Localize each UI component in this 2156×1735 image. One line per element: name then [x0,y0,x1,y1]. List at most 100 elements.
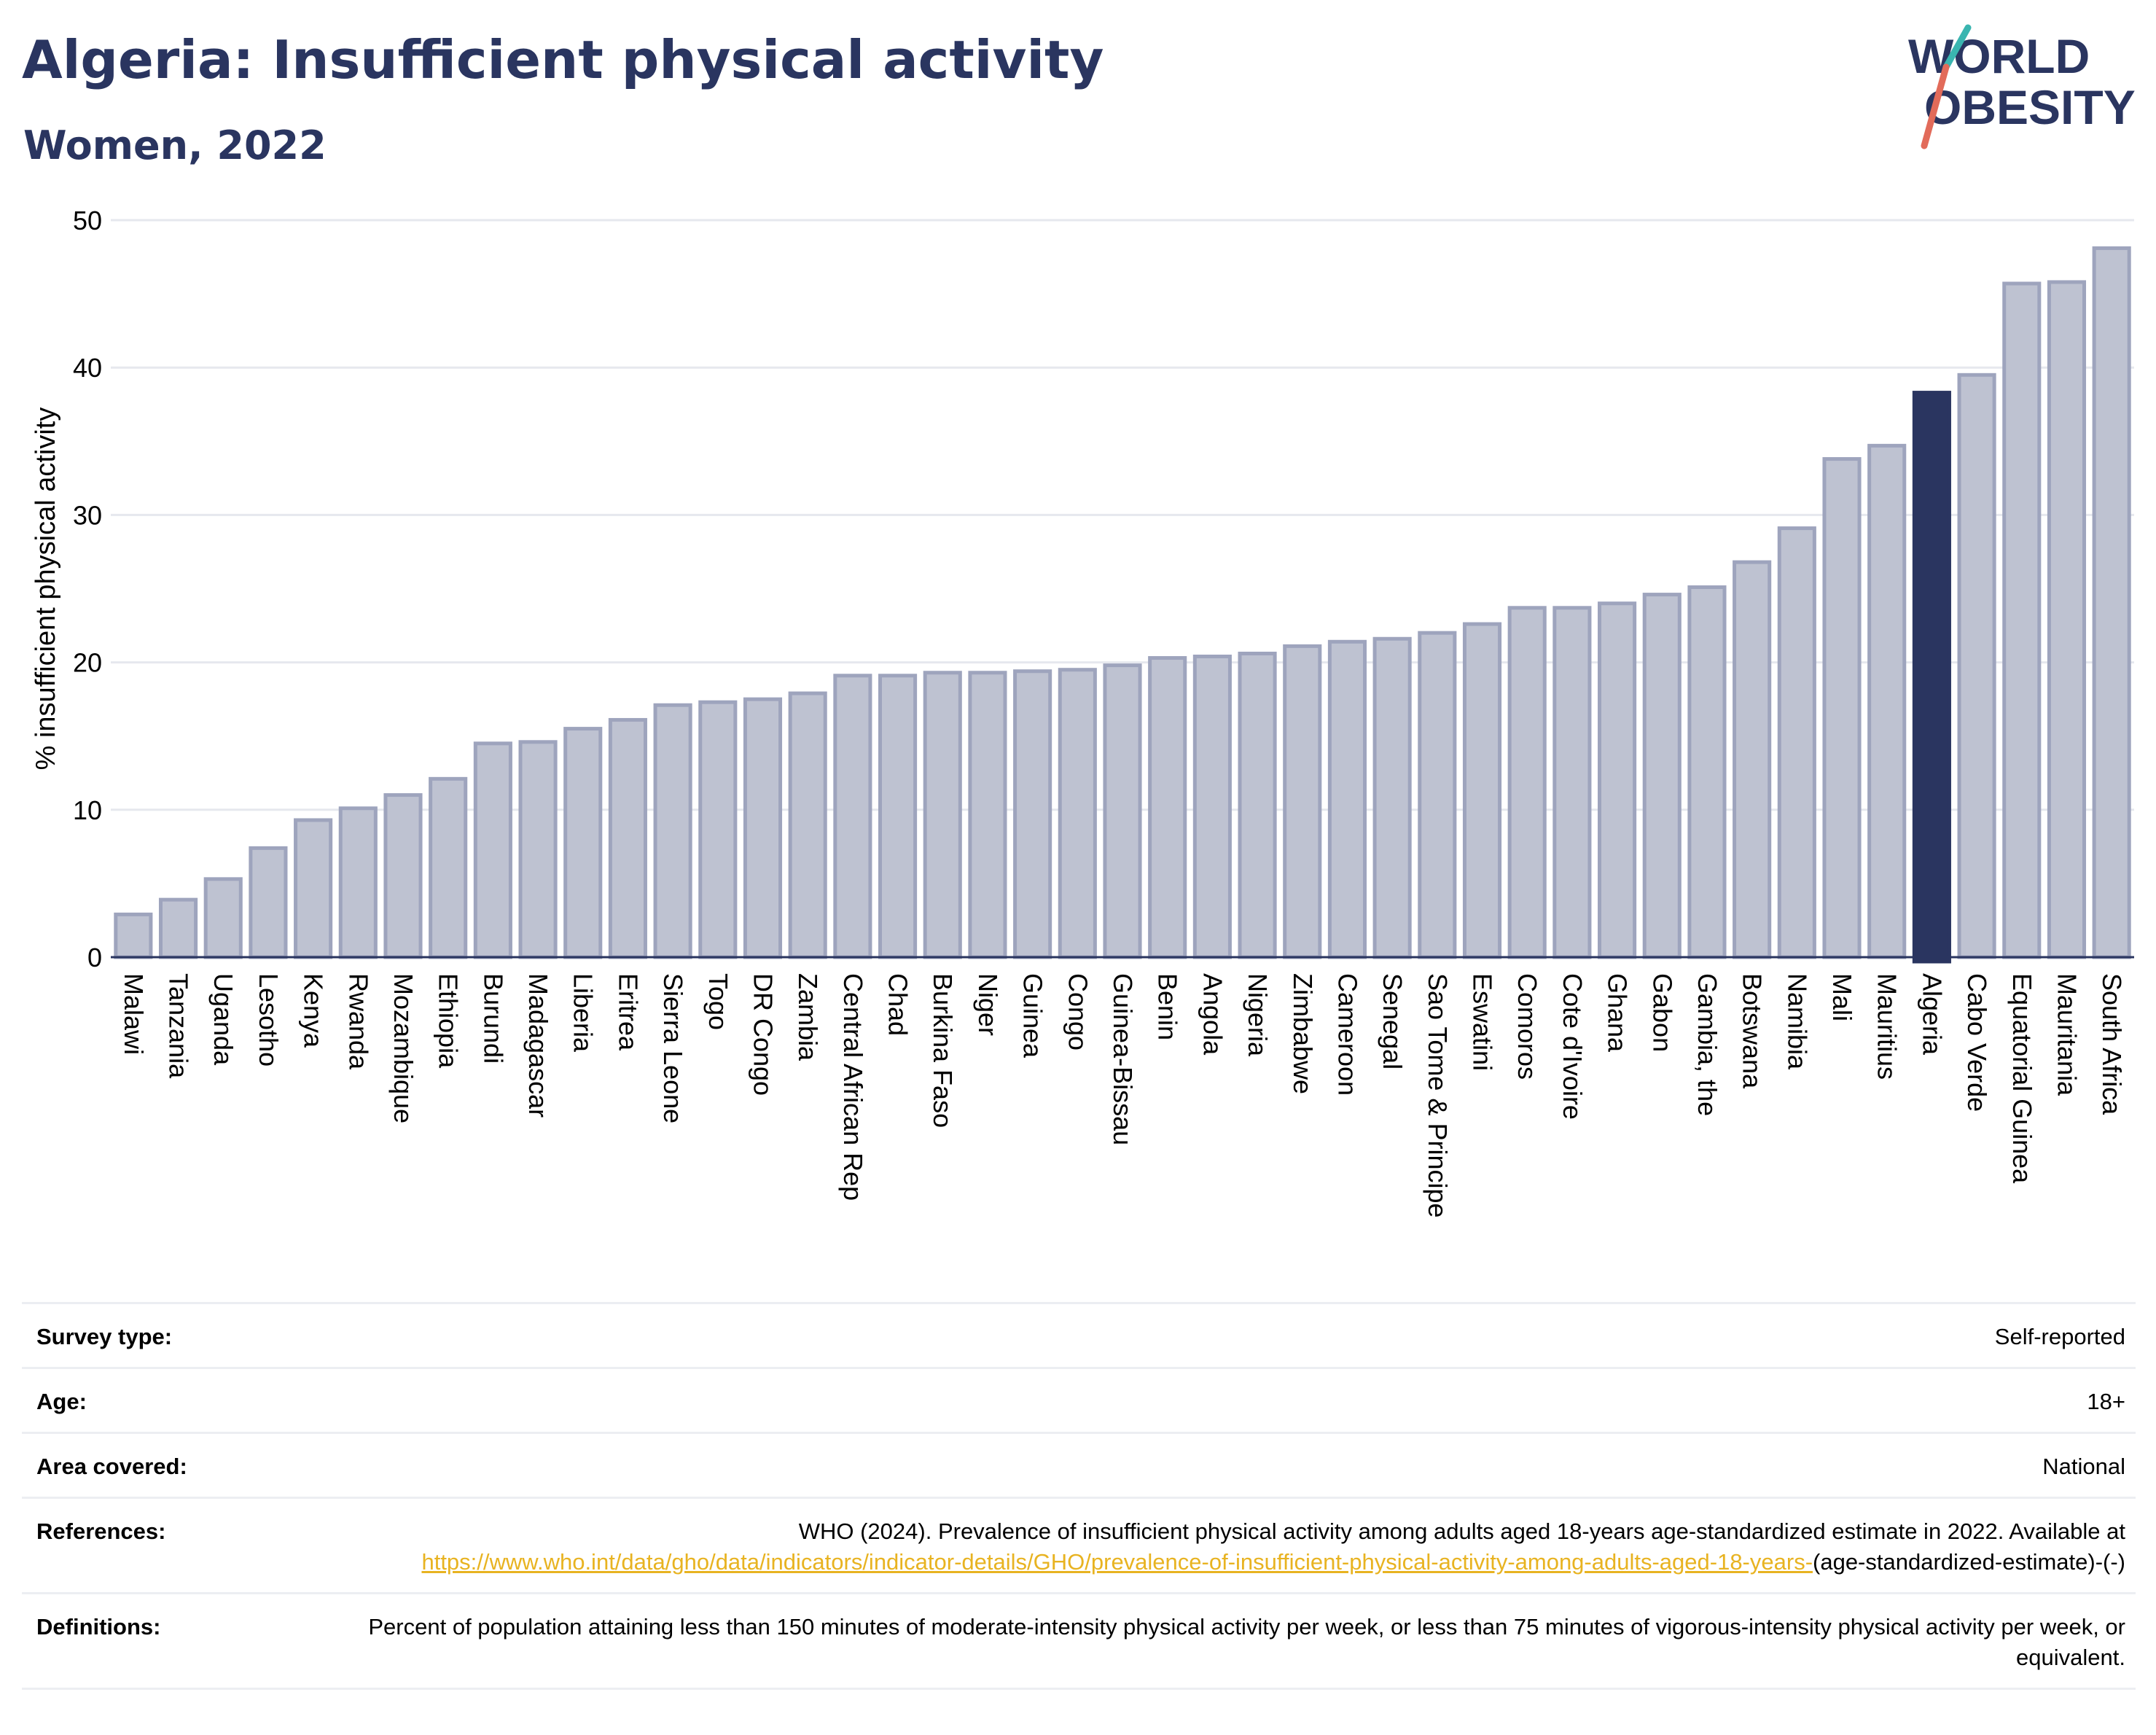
logo-teal-stroke [1942,24,1972,71]
x-tick-label: Eswatini [1468,973,1498,1071]
bar-cote-d-ivoire [1552,606,1592,959]
x-tick-label: Chad [883,973,913,1036]
x-tick-label: Mauritania [2052,973,2082,1096]
x-tick-label: Madagascar [523,973,553,1118]
y-tick-label: 20 [73,648,102,678]
reference-suffix: (age-standardized-estimate)-(-) [1813,1549,2125,1575]
y-tick-label: 40 [73,353,102,383]
x-tick-label: Liberia [569,973,598,1053]
bar-malawi [114,912,153,959]
info-value: 18+ [2087,1389,2125,1414]
bar-eritrea [608,717,647,959]
world-obesity-logo: WORLD OBESITY [1908,24,2136,149]
bar-burkina-faso [923,671,962,959]
x-tick-label: Mauritius [1872,973,1902,1080]
bar-guinea [1013,669,1052,959]
bar-guinea-bissau [1103,663,1142,959]
x-tick-label: Uganda [208,973,238,1066]
x-tick-label: Equatorial Guinea [2007,973,2037,1184]
logo-line2: OBESITY [1924,80,2136,134]
y-tick-label: 0 [87,943,102,972]
info-label: Survey type: [36,1324,173,1349]
bar-algeria [1912,391,1951,964]
x-tick-label: Nigeria [1243,973,1273,1057]
x-tick-label: Congo [1063,973,1093,1050]
reference-text: WHO (2024). Prevalence of insufficient p… [798,1518,2125,1544]
bar-south-africa [2092,246,2131,959]
x-axis-ticks: Malawi Tanzania Uganda Lesotho Kenya Rwanda Mo… [119,973,2127,1218]
bar-lesotho [249,846,288,959]
y-axis-label: % insufficient physical activity [31,408,61,771]
bar-mali [1822,457,1862,959]
logo-coral-stroke [1921,63,1950,149]
x-tick-label: Comoros [1512,973,1542,1080]
bar-chart: 0 10 20 30 40 50 Malawi Tanzania Uganda Lesotho K… [31,206,2134,1218]
x-tick-label: Cameroon [1332,973,1362,1096]
x-tick-label: Ghana [1603,973,1633,1053]
y-tick-label: 30 [73,500,102,530]
bar-central-african-rep [833,674,872,959]
x-tick-label: Central African Rep [838,973,868,1201]
info-value: Self-reported [1994,1324,2125,1349]
bar-mauritania [2047,280,2087,959]
bar-namibia [1777,526,1816,959]
info-value: National [2042,1454,2125,1479]
info-label: Area covered: [36,1454,187,1479]
bar-chad [878,674,918,959]
bar-dr-congo [743,697,783,959]
x-tick-label: Burkina Faso [928,973,958,1128]
bar-gabon [1642,593,1682,959]
x-tick-label: Gambia, the [1692,973,1722,1116]
info-row-references: References: WHO (2024). Prevalence of in… [22,1497,2136,1592]
x-tick-label: Namibia [1782,973,1812,1070]
x-tick-label: Mali [1827,973,1857,1021]
info-row-area-covered: Area covered: National [22,1432,2136,1497]
bar-sierra-leone [653,703,692,959]
bar-angola [1192,655,1232,959]
bar-gambia-the [1687,585,1727,959]
y-tick-label: 10 [73,795,102,825]
x-tick-label: Togo [703,973,733,1030]
x-tick-label: Mozambique [388,973,418,1123]
bar-benin [1148,656,1187,959]
chart-title: Algeria: Insufficient physical activity [22,29,1104,90]
x-tick-label: Gabon [1647,973,1677,1052]
info-label: References: [36,1518,166,1544]
info-row-survey-type: Survey type: Self-reported [22,1302,2136,1367]
bar-botswana [1733,560,1772,959]
x-tick-label: Ethiopia [434,973,464,1069]
x-tick-label: Guinea-Bissau [1108,973,1138,1145]
info-row-age: Age: 18+ [22,1367,2136,1432]
x-tick-label: Zambia [793,973,823,1061]
x-tick-label: Sierra Leone [658,973,688,1123]
bars [114,246,2131,964]
bar-ghana [1598,601,1637,959]
x-tick-label: Algeria [1917,973,1947,1056]
x-tick-label: Cabo Verde [1962,973,1992,1112]
x-tick-label: South Africa [2097,973,2127,1115]
bar-togo [698,700,738,959]
x-tick-label: Tanzania [164,973,194,1079]
bar-liberia [563,727,603,959]
info-table: Survey type: Self-reported Age: 18+ Area… [22,1302,2136,1690]
bar-comoros [1507,606,1547,959]
x-tick-label: Guinea [1018,973,1048,1058]
bar-cabo-verde [1957,373,1996,959]
bar-tanzania [158,897,198,959]
bar-eswatini [1462,622,1502,959]
x-tick-label: Lesotho [254,973,284,1067]
info-label: Age: [36,1389,87,1414]
x-tick-label: Cote d'Ivoire [1558,973,1587,1120]
bar-mauritius [1867,443,1907,959]
bar-rwanda [338,806,378,959]
x-tick-label: Niger [973,973,1003,1036]
x-tick-label: Angola [1198,973,1227,1056]
bar-congo [1058,668,1097,959]
bar-kenya [294,818,333,959]
x-tick-label: Botswana [1738,973,1768,1089]
bar-niger [968,671,1007,959]
info-value: WHO (2024). Prevalence of insufficient p… [270,1516,2125,1578]
reference-link[interactable]: https://www.who.int/data/gho/data/indica… [421,1549,1813,1575]
x-tick-label: Kenya [299,973,329,1048]
x-tick-label: Zimbabwe [1288,973,1318,1094]
